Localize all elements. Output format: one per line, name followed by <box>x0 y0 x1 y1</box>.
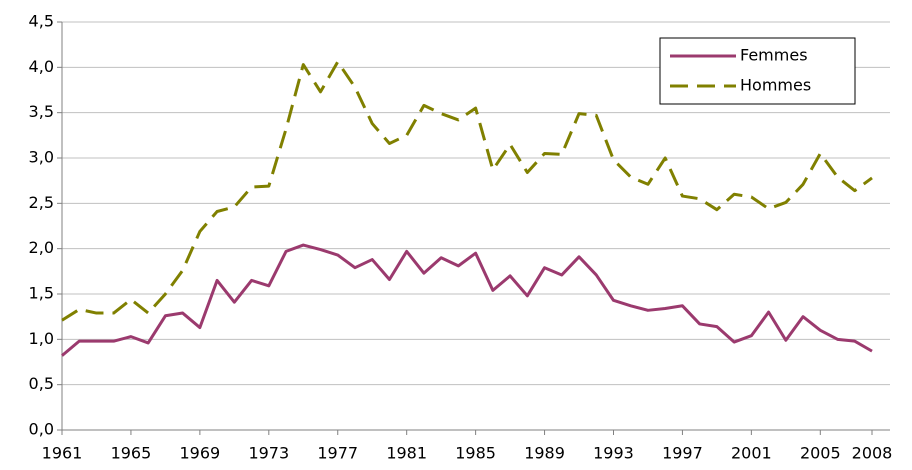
x-tick-label: 1981 <box>386 444 427 463</box>
x-tick-label: 1965 <box>111 444 152 463</box>
x-tick-label: 2001 <box>731 444 772 463</box>
x-tick-label: 1977 <box>317 444 358 463</box>
line-series <box>61 243 873 357</box>
y-tick-label: 1,0 <box>29 329 54 348</box>
x-tick-label: 1989 <box>524 444 565 463</box>
x-tick-label: 1969 <box>180 444 221 463</box>
x-tick-label: 1961 <box>42 444 83 463</box>
x-tick-label: 1973 <box>248 444 289 463</box>
y-tick-label: 2,0 <box>29 238 54 257</box>
y-tick-label: 4,5 <box>29 12 54 31</box>
x-tick-label: 1993 <box>593 444 634 463</box>
y-tick-label: 0,0 <box>29 420 54 439</box>
line-series <box>61 60 873 322</box>
y-tick-label: 2,5 <box>29 193 54 212</box>
x-tick-label: 2005 <box>800 444 841 463</box>
y-tick-label: 0,5 <box>29 374 54 393</box>
y-tick-label: 4,0 <box>29 57 54 76</box>
x-tick-label: 2008 <box>852 444 893 463</box>
legend-box <box>659 37 856 105</box>
y-tick-label: 3,0 <box>29 148 54 167</box>
y-tick-label: 3,5 <box>29 102 54 121</box>
legend-label: Femmes <box>740 46 808 65</box>
x-tick-label: 1985 <box>455 444 496 463</box>
legend-label: Hommes <box>740 76 811 95</box>
y-tick-label: 1,5 <box>29 284 54 303</box>
x-tick-label: 1997 <box>662 444 703 463</box>
